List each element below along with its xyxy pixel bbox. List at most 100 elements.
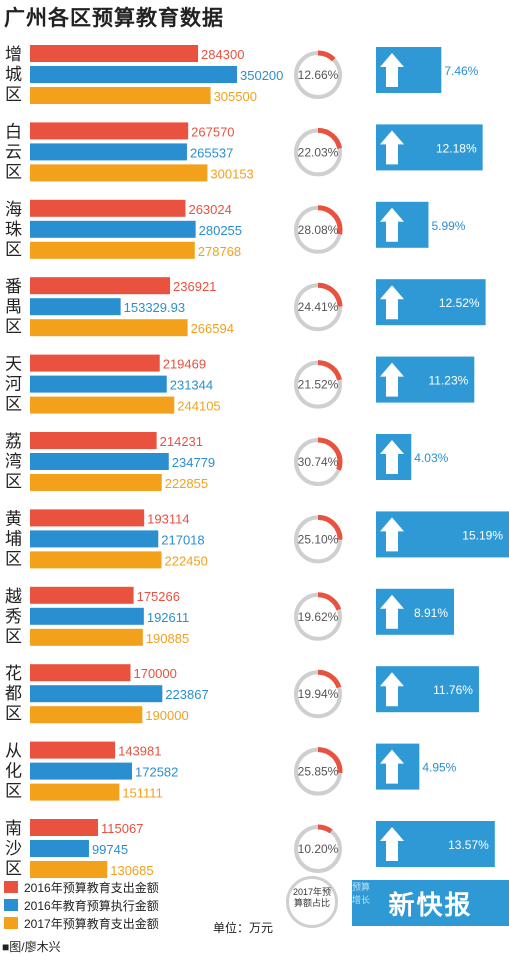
share-ring-fill — [293, 127, 343, 177]
growth-arrow-icon — [380, 517, 404, 552]
growth-arrow-icon — [380, 207, 404, 242]
bar-label-spend2017: 300153 — [210, 166, 253, 181]
district-name-char: 化 — [5, 762, 22, 782]
legend-label-spend2017: 2017年预算教育支出金额 — [24, 916, 159, 931]
district-name-char: 区 — [5, 317, 22, 337]
share-label: 28.08% — [298, 223, 339, 237]
bar-label-exec2016: 99745 — [92, 842, 128, 857]
growth-box — [376, 47, 442, 93]
legend-swatch-spend2017 — [4, 917, 18, 929]
growth-arrow-icon — [380, 672, 404, 707]
bar-exec2016 — [30, 607, 144, 625]
district-name-char: 区 — [5, 627, 22, 647]
district-name-char: 区 — [5, 549, 22, 569]
legend-swatch-spend2016 — [4, 881, 18, 893]
bar-label-spend2016: 175266 — [137, 589, 180, 604]
bar-label-exec2016: 192611 — [147, 610, 189, 625]
bar-exec2016 — [30, 762, 133, 780]
district-name-char: 区 — [5, 85, 22, 105]
bar-label-spend2016: 193114 — [147, 511, 189, 526]
district-name-char: 埔 — [5, 529, 22, 549]
district-name-char: 荔 — [5, 432, 22, 452]
bar-spend2017 — [30, 474, 162, 491]
share-label: 25.85% — [298, 765, 339, 779]
district-name-char: 海 — [5, 200, 22, 220]
share-label: 19.62% — [298, 610, 339, 624]
share-ring-fill — [293, 360, 343, 410]
bar-label-spend2016: 170000 — [133, 666, 176, 681]
legend-item-exec2016: 2016年教育预算执行金额 — [4, 896, 159, 914]
growth-arrow-icon — [380, 440, 404, 474]
share-label: 19.94% — [298, 687, 339, 701]
bar-spend2016 — [30, 122, 189, 140]
bar-exec2016 — [30, 298, 121, 316]
growth-label: 12.18% — [436, 141, 477, 155]
district-name-char: 河 — [5, 375, 22, 395]
district-name-char: 珠 — [5, 220, 22, 240]
bar-exec2016 — [30, 143, 187, 161]
bar-exec2016 — [30, 530, 159, 548]
share-ring-fill — [293, 437, 343, 487]
bar-spend2017 — [30, 319, 188, 337]
bar-spend2017 — [30, 628, 143, 646]
logo: 新快报 — [352, 880, 509, 926]
district-name-char: 禺 — [5, 297, 22, 317]
bar-label-spend2016: 267570 — [191, 124, 234, 139]
growth-label: 4.03% — [414, 451, 448, 465]
bar-label-spend2017: 305500 — [214, 89, 257, 104]
bar-label-spend2016: 284300 — [201, 47, 244, 62]
district-name-char: 湾 — [5, 452, 22, 472]
district-name-char: 从 — [5, 742, 22, 762]
bar-label-spend2017: 151111 — [122, 786, 162, 801]
bar-spend2017 — [30, 164, 208, 182]
bar-spend2017 — [30, 551, 162, 569]
growth-arrow-icon — [380, 362, 404, 397]
share-label: 22.03% — [298, 145, 339, 159]
district-name-char: 白 — [5, 122, 22, 142]
bar-label-spend2016: 115067 — [101, 821, 143, 836]
bar-label-spend2017: 190885 — [146, 631, 189, 646]
district-name-char: 增 — [5, 45, 22, 65]
growth-box — [376, 511, 509, 558]
district-name-char: 区 — [5, 395, 22, 415]
bar-label-spend2016: 263024 — [188, 202, 231, 217]
growth-label: 5.99% — [431, 219, 465, 233]
district-name-char: 云 — [5, 142, 22, 162]
district-name-char: 区 — [5, 704, 22, 724]
bar-label-spend2017: 266594 — [191, 321, 234, 336]
share-label: 10.20% — [298, 842, 339, 856]
logo-side-text: 预算增长 — [352, 882, 371, 905]
growth-label: 4.95% — [422, 761, 456, 775]
bar-spend2016 — [30, 199, 186, 217]
bar-exec2016 — [30, 453, 169, 470]
district-name-char: 越 — [5, 587, 22, 607]
growth-arrow-icon — [380, 285, 404, 320]
bar-spend2017 — [30, 706, 143, 724]
growth-label: 12.52% — [439, 296, 480, 310]
district-name-char: 区 — [5, 782, 22, 802]
bar-label-exec2016: 153329.93 — [124, 300, 185, 315]
growth-arrow-icon — [380, 130, 404, 165]
bar-spend2017 — [30, 396, 175, 414]
bar-label-spend2016: 236921 — [173, 279, 216, 294]
share-ring-fill — [293, 50, 343, 100]
bar-spend2016 — [30, 354, 160, 372]
bar-label-exec2016: 350200 — [240, 68, 283, 83]
share-ring-fill — [293, 592, 343, 642]
bar-label-exec2016: 217018 — [161, 532, 204, 547]
share-label: 21.52% — [298, 378, 339, 392]
share-ring-fill — [293, 205, 343, 255]
district-name-char: 番 — [5, 277, 22, 297]
bar-spend2016 — [30, 819, 99, 836]
growth-label: 11.23% — [429, 374, 469, 388]
district-name-char: 沙 — [5, 839, 22, 859]
bar-label-exec2016: 231344 — [170, 378, 213, 393]
bar-label-spend2017: 190000 — [145, 708, 188, 723]
bar-spend2016 — [30, 664, 131, 682]
bar-label-spend2016: 143981 — [118, 744, 161, 759]
legend-item-spend2016: 2016年预算教育支出金额 — [4, 878, 159, 896]
share-ring-fill — [293, 514, 343, 564]
growth-arrow-icon — [380, 749, 404, 784]
legend-swatch-exec2016 — [4, 899, 18, 911]
